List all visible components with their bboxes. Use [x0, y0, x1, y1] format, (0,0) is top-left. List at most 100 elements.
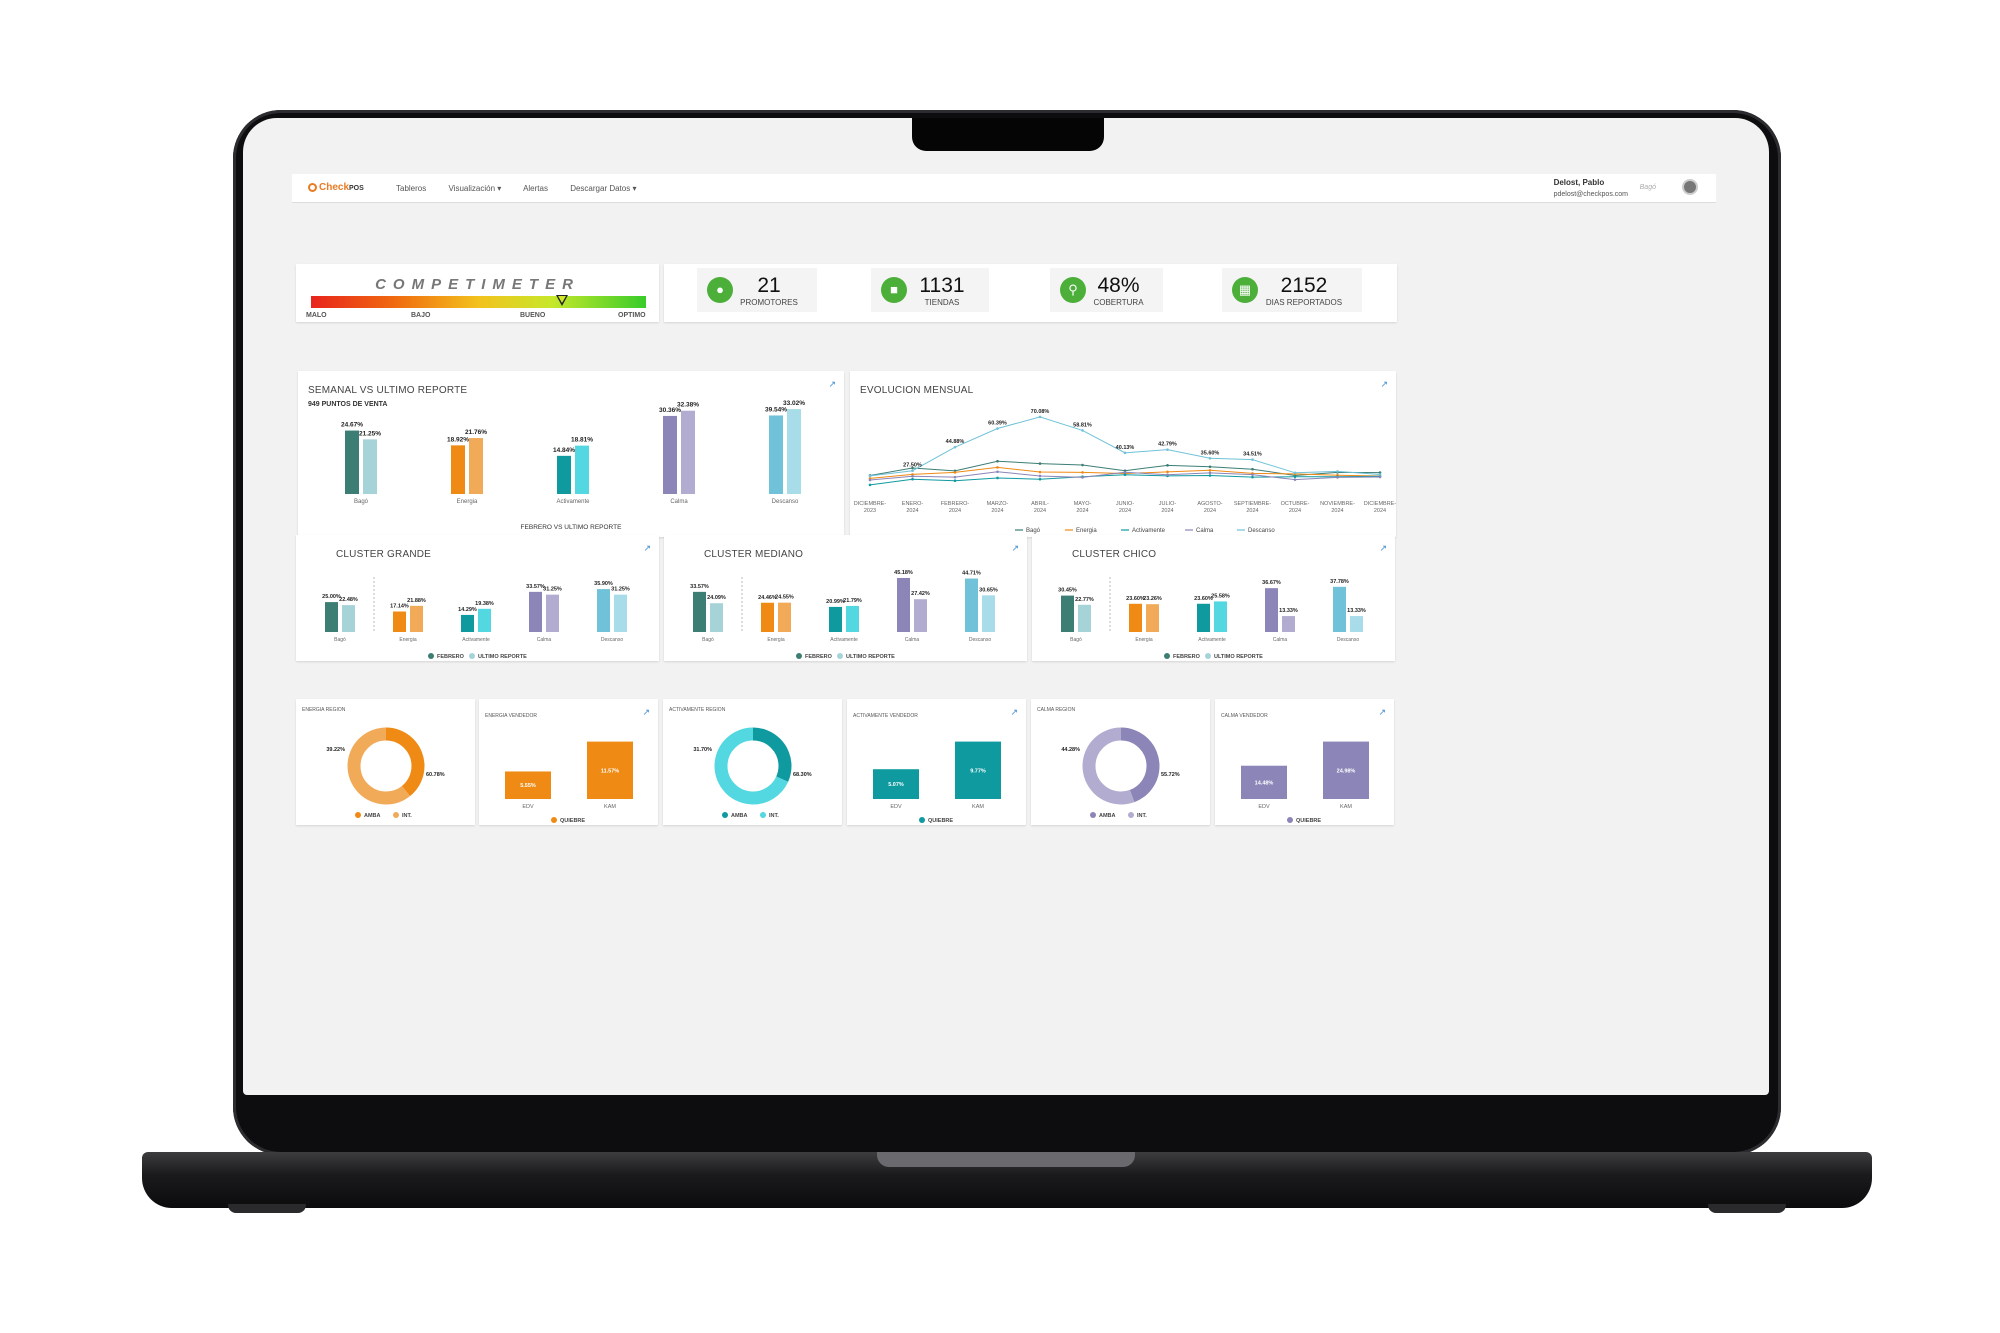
data-label: 44.71%	[962, 571, 981, 577]
bar	[478, 608, 491, 632]
data-point	[996, 466, 999, 469]
x-tick-label: MARZO-2024	[987, 501, 1009, 514]
tick-line-2: 2024	[1119, 508, 1131, 514]
bar	[363, 439, 377, 494]
bar	[1061, 595, 1074, 632]
bar	[1265, 588, 1278, 632]
tick-line-2: 2024	[949, 508, 961, 514]
data-label: 19.38%	[475, 601, 494, 607]
competimeter-marker-icon	[556, 295, 569, 306]
x-tick-label: FEBRERO-2024	[941, 501, 970, 514]
data-point	[1038, 470, 1042, 474]
category-label: EDV	[1258, 804, 1270, 810]
nav-menu: Tableros Visualización ▾ Alertas Descarg…	[396, 184, 656, 193]
people-icon: ●	[707, 277, 733, 303]
data-point	[1208, 474, 1212, 477]
data-point	[1081, 463, 1084, 467]
category-label: Descanso	[1337, 637, 1359, 643]
data-label: 21.79%	[843, 598, 862, 604]
bar	[769, 415, 783, 494]
legend-label: INT.	[402, 813, 412, 819]
competimeter-label-bajo: BAJO	[411, 312, 431, 319]
x-tick-label: AGOSTO-2024	[1197, 501, 1222, 514]
data-label: 39.22%	[326, 747, 345, 753]
bar	[663, 415, 677, 494]
donut-slice	[1082, 727, 1160, 805]
kpi-label: TIENDAS	[924, 298, 960, 307]
competimeter-label-optimo: OPTIMO	[618, 312, 646, 319]
bar	[451, 445, 465, 494]
bar	[1214, 601, 1227, 632]
data-label: 9.77%	[970, 768, 986, 774]
data-point	[1378, 473, 1382, 476]
data-label: 30.36%	[659, 407, 681, 414]
external-link-icon[interactable]: ↗	[1379, 543, 1387, 553]
laptop-foot	[228, 1204, 306, 1213]
data-point	[1081, 429, 1084, 432]
donut-slice	[347, 727, 425, 805]
nav-item-alertas[interactable]: Alertas	[523, 184, 548, 193]
nav-item-descargar-datos[interactable]: Descargar Datos ▾	[570, 184, 637, 193]
legend-swatch	[837, 653, 843, 659]
tick-line-1: MARZO-	[987, 501, 1009, 507]
bar	[529, 591, 542, 632]
external-link-icon[interactable]: ↗	[828, 379, 836, 389]
legend-label: Activamente	[1132, 528, 1166, 534]
semanal-subtitle: 949 PUNTOS DE VENTA	[308, 401, 388, 408]
nav-item-tableros[interactable]: Tableros	[396, 184, 427, 193]
bottom-chart-title: ACTIVAMENTE REGION	[669, 707, 726, 713]
data-label: 55.72%	[1161, 772, 1180, 778]
data-point	[1208, 468, 1212, 472]
checkpos-logo[interactable]: CheckPOS	[308, 182, 364, 193]
legend-label: QUIEBRE	[1296, 818, 1321, 824]
kpi-value: 2152	[1280, 274, 1328, 297]
bar-chart: 5.55% EDV 11.57% KAM QUIEBRE	[505, 741, 633, 824]
tick-line-1: JUNIO-	[1116, 501, 1135, 507]
data-label: 21.88%	[407, 598, 426, 604]
bar	[557, 455, 571, 494]
legend-swatch	[393, 812, 399, 818]
evolucion-line-chart: 27.50% 44.88% 60.39% 70.08% 58.81% 40.13% 42.7…	[854, 409, 1396, 534]
data-label: 20.99%	[826, 599, 845, 605]
user-info[interactable]: Delost, Pablo pdelost@checkpos.com	[1554, 177, 1628, 200]
tick-line-1: OCTUBRE-	[1281, 501, 1310, 507]
category-label: Calma	[905, 637, 920, 643]
tick-line-2: 2024	[1246, 508, 1258, 514]
external-link-icon[interactable]: ↗	[642, 707, 650, 717]
nav-item-visualizacion[interactable]: Visualización ▾	[448, 184, 502, 193]
external-link-icon[interactable]: ↗	[643, 543, 651, 553]
x-tick-label: DICIEMBRE-2024	[1364, 501, 1396, 514]
category-label: Energia	[399, 637, 416, 643]
data-label: 13.33%	[1279, 608, 1298, 614]
avatar[interactable]	[1682, 179, 1698, 195]
tick-line-2: 2024	[1161, 508, 1173, 514]
data-point	[953, 471, 957, 474]
data-label: 27.50%	[903, 463, 922, 469]
external-link-icon[interactable]: ↗	[1378, 707, 1386, 717]
logo-suffix: POS	[349, 185, 364, 192]
bar	[829, 606, 842, 632]
x-tick-label: JUNIO-2024	[1116, 501, 1135, 514]
external-link-icon[interactable]: ↗	[1380, 379, 1388, 389]
bar	[897, 577, 910, 632]
bottom-chart-card: CALMA REGION 44.28% 55.72% AMBA INT.	[1031, 699, 1210, 825]
data-label: 24.67%	[341, 422, 363, 429]
data-point	[1251, 467, 1254, 471]
legend-swatch	[428, 653, 434, 659]
data-label: 33.02%	[783, 400, 805, 407]
external-link-icon[interactable]: ↗	[1011, 543, 1019, 553]
external-link-icon[interactable]: ↗	[1010, 707, 1018, 717]
donut-chart: 44.28% 55.72% AMBA INT.	[1061, 727, 1180, 819]
category-label: Bagó	[702, 637, 714, 643]
bar	[955, 741, 1001, 799]
data-label: 60.39%	[988, 421, 1007, 427]
cluster-card-mediano: CLUSTER MEDIANO ↗ 33.57% 24.09% Bagó 24.46%…	[664, 535, 1027, 661]
data-point	[1208, 471, 1212, 475]
data-label: 33.57%	[526, 584, 545, 590]
kpi-value: 1131	[919, 274, 965, 297]
bar	[345, 430, 359, 494]
bar	[546, 594, 559, 632]
legend-swatch	[760, 812, 766, 818]
legend-label: Energia	[1076, 528, 1097, 534]
data-point	[953, 445, 957, 449]
